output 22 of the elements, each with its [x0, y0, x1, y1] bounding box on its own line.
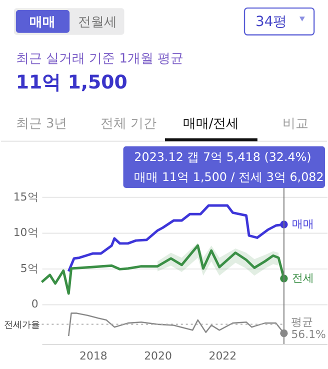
text: 비교 — [282, 116, 308, 132]
chart-subtitle: 최근 실거래 기준 1개월 평균 — [16, 52, 184, 67]
text: 34평 — [255, 14, 288, 30]
x-tick-label: 2022 — [208, 349, 237, 362]
chart-title: 11억 1,500 — [16, 72, 128, 94]
text: 매매 — [30, 14, 56, 30]
text: 전월세 — [78, 14, 117, 30]
ref-line-label: 평균 56.1% — [291, 315, 326, 342]
x-tick-label: 2020 — [144, 349, 172, 362]
series-label: 전세 — [292, 271, 314, 284]
text: 최근 3년 — [16, 116, 68, 132]
text: 매매/전세 — [182, 116, 240, 132]
text: 2023.12 갭 7억 5,418 (32.4%) — [134, 150, 312, 164]
text: 전체 기간 — [100, 116, 156, 132]
text: 매매 11억 1,500 / 전세 3억 6,082 — [134, 170, 324, 184]
y-tick-label: 10억 — [13, 226, 38, 240]
x-tick-label: 2018 — [80, 349, 108, 362]
y-tick-label: 5억 — [20, 262, 38, 275]
y-axis-title: 전세가율 — [4, 320, 40, 330]
y-tick-label: 15억 — [13, 190, 38, 204]
series-label: 매매 — [292, 217, 314, 230]
y-tick-label: 0 — [31, 298, 38, 311]
